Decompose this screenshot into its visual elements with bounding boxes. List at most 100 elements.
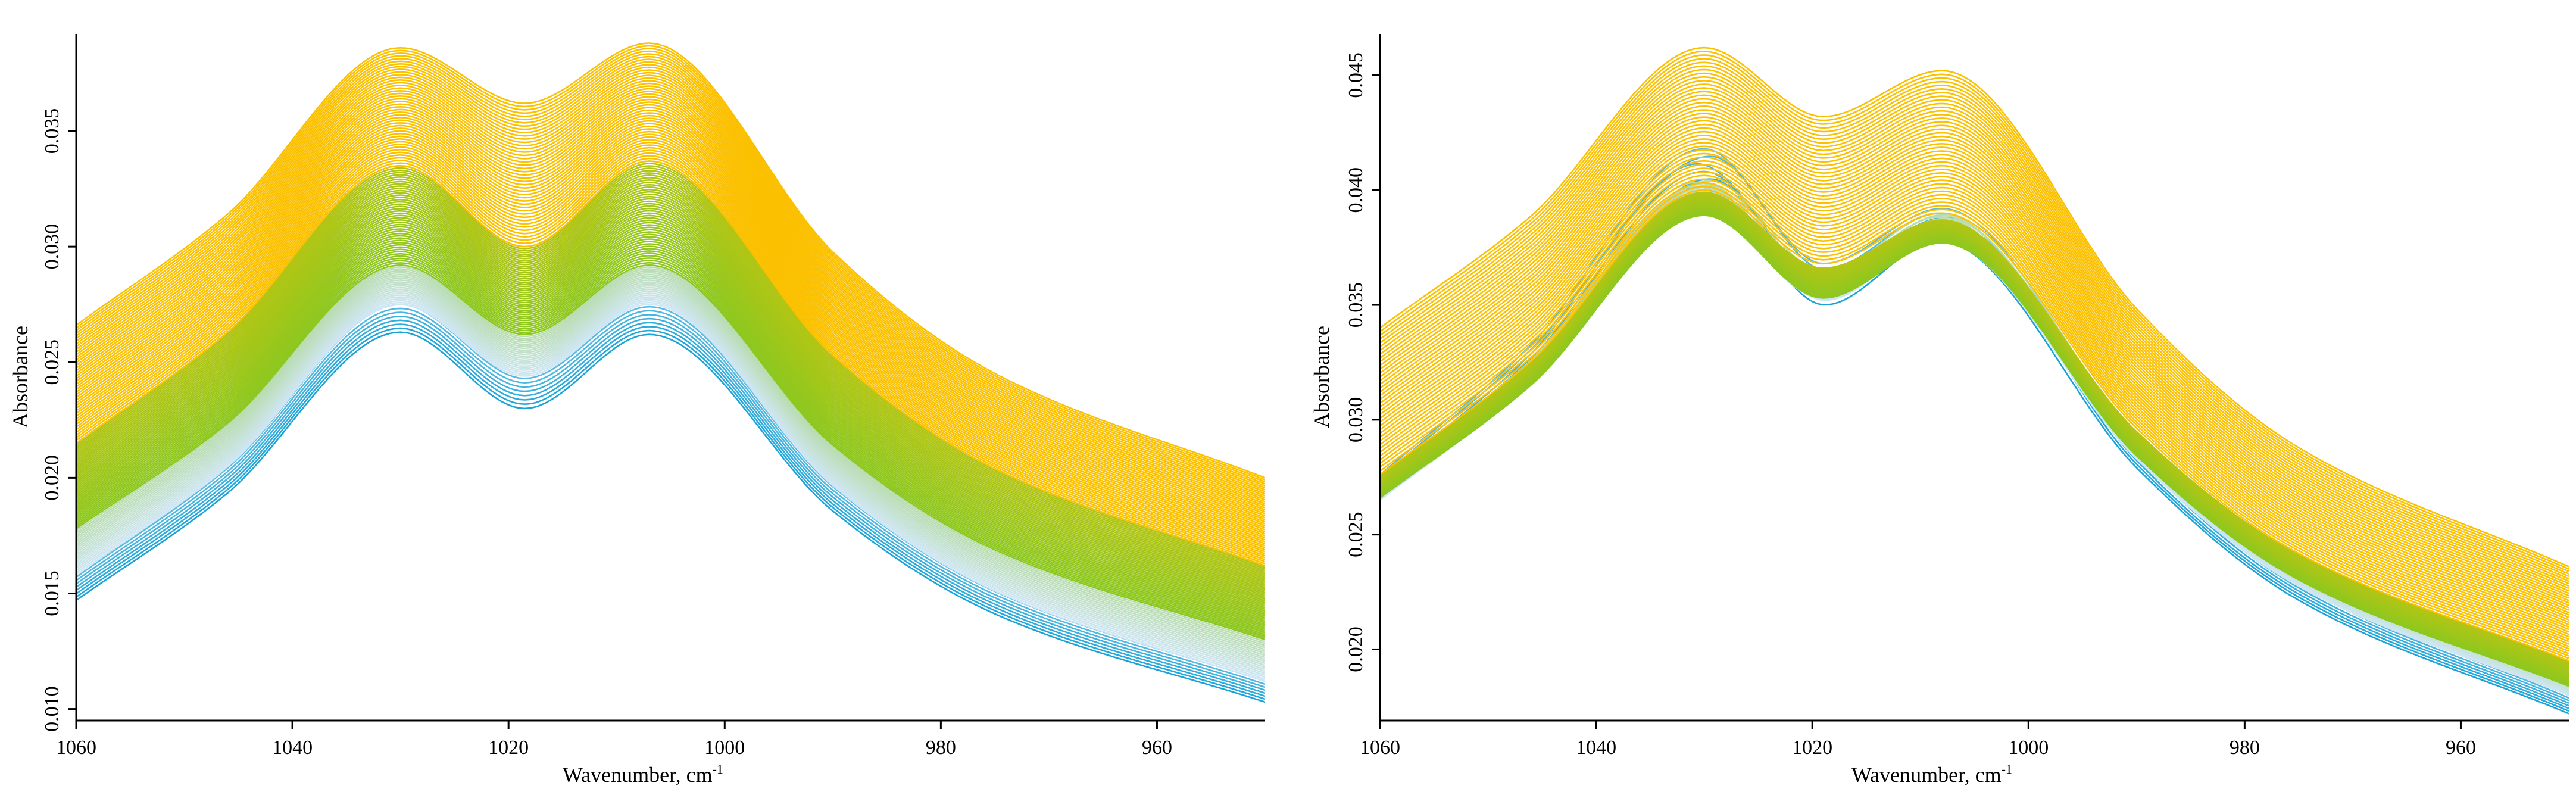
chart-left-series-101 (76, 91, 1265, 515)
chart-left-series-99 (76, 96, 1265, 519)
chart-right-series-86 (1380, 130, 2569, 623)
chart-left-series-19 (76, 283, 1265, 660)
chart-left: 1060 1040 1020 1000 980 960 0.010 0.015 0.020 0.0… (8, 34, 1265, 787)
chart-right-series-98 (1380, 87, 2569, 594)
chart-left-series-77 (76, 155, 1265, 563)
chart-left-series-55 (76, 205, 1265, 598)
chart-left-x-tick-label-3: 1000 (704, 737, 745, 759)
chart-left-series-89 (76, 123, 1265, 539)
chart-right-x-tick-label-1: 1040 (1576, 737, 1616, 759)
chart-left-series-15 (76, 290, 1265, 668)
chart-left-series-8 (76, 303, 1265, 682)
chart-left-series-62 (76, 188, 1265, 587)
chart-left-series-72 (76, 165, 1265, 570)
chart-right-series-87 (1380, 127, 2569, 621)
chart-right-series-97 (1380, 91, 2569, 597)
chart-right-series-69 (1380, 191, 2569, 662)
chart-right-x-axis-title: Wavenumber, cm-1 (1851, 762, 2012, 787)
chart-left-y-tick-label-4: 0.030 (41, 224, 63, 270)
chart-left-series-51 (76, 214, 1265, 606)
chart-right-y-tick-label-0: 0.020 (1345, 626, 1367, 672)
chart-left-series-106 (76, 77, 1265, 505)
chart-left-series-78 (76, 152, 1265, 561)
chart-left-y-tick-label-3: 0.025 (41, 339, 63, 385)
chart-left-series-39 (76, 243, 1265, 625)
chart-right-x-axis-title-main: Wavenumber, cm (1851, 763, 2002, 787)
chart-left-series-6 (76, 307, 1265, 685)
chart-left-series-118 (76, 45, 1265, 481)
chart-left-series-1 (76, 327, 1265, 700)
chart-left-series-21 (76, 279, 1265, 656)
chart-right-y-tick-label-4: 0.040 (1345, 167, 1367, 213)
chart-left-series-104 (76, 82, 1265, 509)
chart-left-series-80 (76, 146, 1265, 557)
chart-left-series-79 (76, 149, 1265, 559)
chart-left-series-32 (76, 260, 1265, 637)
chart-left-series-98 (76, 98, 1265, 521)
chart-left-series-25 (76, 272, 1265, 649)
chart-left-series-100 (76, 93, 1265, 517)
chart-left-series-103 (76, 85, 1265, 511)
chart-left-series-88 (76, 125, 1265, 541)
chart-right-series-108 (1380, 51, 2569, 570)
chart-right-series-94 (1380, 101, 2569, 604)
chart-left-series-46 (76, 226, 1265, 614)
chart-left-series-114 (76, 55, 1265, 489)
chart-right-x-tick-label-4: 980 (2230, 737, 2260, 759)
chart-left-series-73 (76, 163, 1265, 568)
chart-left-series-68 (76, 174, 1265, 577)
chart-right: 1060 1040 1020 1000 980 960 0.020 0.025 0.030 0.0… (1310, 34, 2569, 787)
chart-left-series-11 (76, 298, 1265, 676)
chart-right-series-104 (1380, 65, 2569, 580)
chart-left-series-50 (76, 217, 1265, 607)
chart-left-series-24 (76, 273, 1265, 651)
chart-right-series-89 (1380, 120, 2569, 616)
chart-left-series-28 (76, 266, 1265, 643)
chart-right-series-84 (1380, 138, 2569, 628)
chart-left-x-tick-label-0: 1060 (56, 737, 96, 759)
chart-right-y-tick-label-3: 0.035 (1345, 282, 1367, 328)
chart-left-series-85 (76, 133, 1265, 547)
chart-right-series-70 (1380, 189, 2569, 662)
chart-left-series-75 (76, 160, 1265, 567)
chart-left-x-axis-title-main: Wavenumber, cm (563, 763, 713, 787)
chart-right-series-76 (1380, 167, 2569, 647)
chart-right-series-107 (1380, 54, 2569, 572)
chart-left-series-66 (76, 179, 1265, 580)
chart-left-x-tick-label-4: 980 (926, 737, 956, 759)
chart-left-series-57 (76, 200, 1265, 596)
chart-left-series-97 (76, 101, 1265, 523)
chart-left-series-107 (76, 74, 1265, 503)
chart-left-series-4 (76, 315, 1265, 691)
chart-right-series-73 (1380, 178, 2569, 654)
chart-left-series-81 (76, 144, 1265, 555)
chart-left-series-13 (76, 294, 1265, 672)
chart-right-ticks: 1060 1040 1020 1000 980 960 0.020 0.025 0.030 0.0… (1345, 52, 2476, 759)
chart-left-series-26 (76, 270, 1265, 647)
chart-left-series-2 (76, 323, 1265, 697)
chart-right-series-103 (1380, 68, 2569, 582)
chart-right-y-tick-label-2: 0.030 (1345, 397, 1367, 443)
chart-left-series-59 (76, 195, 1265, 592)
chart-right-series-74 (1380, 174, 2569, 652)
chart-left-series-49 (76, 219, 1265, 609)
chart-left-series-93 (76, 112, 1265, 531)
chart-left-series-31 (76, 261, 1265, 639)
chart-left-series-5 (76, 311, 1265, 688)
chart-left-series-10 (76, 300, 1265, 678)
chart-left-y-tick-label-0: 0.010 (41, 686, 63, 732)
chart-right-y-tick-label-5: 0.045 (1345, 52, 1367, 98)
chart-left-series-115 (76, 53, 1265, 487)
chart-left-series-17 (76, 286, 1265, 665)
chart-right-series-88 (1380, 123, 2569, 618)
chart-left-series-69 (76, 172, 1265, 575)
chart-left-series-40 (76, 241, 1265, 624)
chart-right-x-tick-label-0: 1060 (1360, 737, 1400, 759)
chart-right-series-77 (1380, 164, 2569, 645)
chart-right-series-72 (1380, 182, 2569, 657)
chart-left-x-axis-title: Wavenumber, cm-1 (563, 762, 723, 787)
chart-left-series-54 (76, 207, 1265, 600)
chart-left-series-102 (76, 88, 1265, 513)
chart-left-series-44 (76, 231, 1265, 617)
chart-left-series-83 (76, 139, 1265, 551)
